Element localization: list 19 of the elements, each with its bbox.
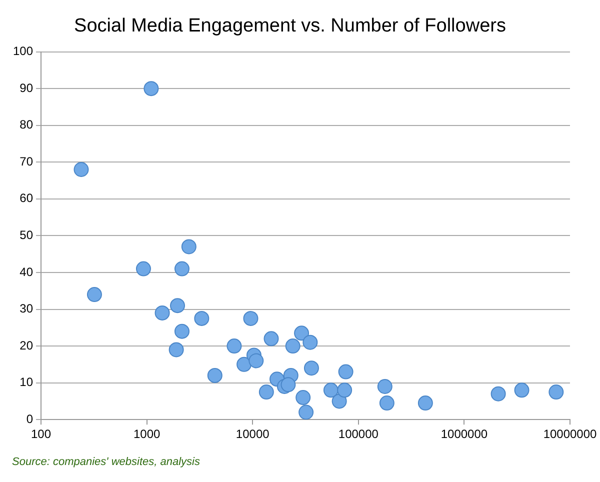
x-tick-label: 100: [31, 427, 52, 442]
y-tick-label: 100: [12, 44, 34, 58]
y-tick-label: 70: [20, 154, 34, 168]
x-tick-label: 10000: [236, 427, 270, 442]
y-tick-label: 30: [20, 302, 34, 316]
x-tick-label: 100000: [338, 427, 379, 442]
y-tick-label: 80: [20, 118, 34, 132]
y-tick-label: 10: [20, 375, 34, 390]
y-tick-label: 90: [20, 80, 34, 95]
source-note: Source: companies' websites, analysis: [12, 456, 200, 468]
chart-title: Social Media Engagement vs. Number of Followers: [74, 16, 506, 37]
y-tick-label: 40: [20, 264, 34, 279]
x-tick-label: 1000000: [440, 427, 488, 442]
y-tick-label: 0: [26, 412, 34, 426]
x-tick-label: 1000: [133, 427, 160, 442]
y-tick-label: 60: [20, 191, 34, 206]
y-tick-label: 50: [20, 228, 34, 242]
y-tick-label: 20: [20, 338, 34, 352]
x-tick-label: 10000000: [543, 427, 598, 442]
